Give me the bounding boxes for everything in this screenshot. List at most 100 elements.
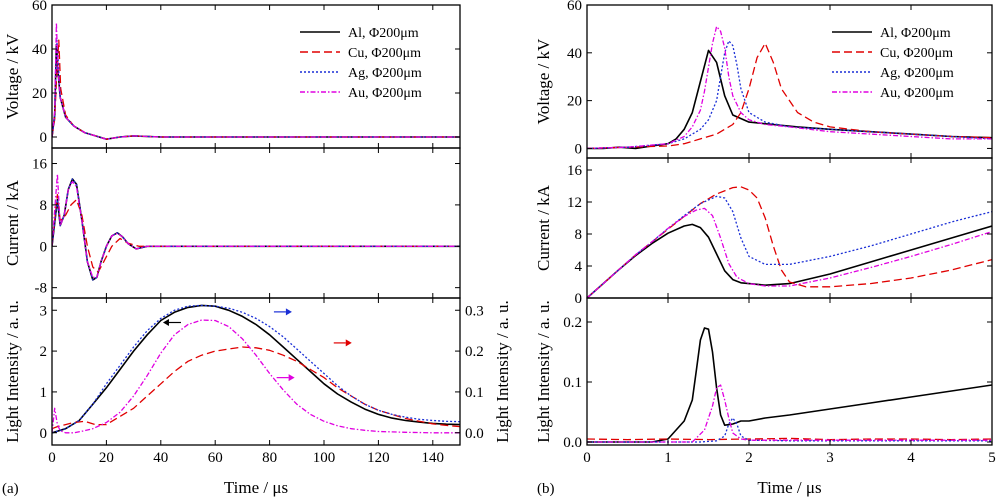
y-tick-label: 20: [567, 94, 582, 110]
series-line-al: [52, 304, 460, 434]
y-tick-label: 0: [575, 291, 583, 307]
x-tick-label: 0: [48, 450, 56, 466]
y-tick-label: 8: [575, 227, 583, 243]
series-line-au: [52, 21, 460, 140]
series-group: [52, 304, 460, 434]
series-line-ag: [52, 304, 460, 434]
y-axis-label: Voltage / kV: [3, 33, 22, 119]
subplot-b-2: 0.0 0.1 0.2 Light Intensity / a. u. 0 1 2 3 4 5: [534, 297, 996, 466]
series-line-cu: [587, 186, 992, 298]
subplot-a-2: 0 1 2 3 0.0 0.1 0.2 0.3 Light Intensity / a. u. L…: [3, 297, 512, 466]
y-tick-label: -8: [35, 281, 48, 297]
series-line-au: [52, 319, 460, 434]
legend-label-cu: Cu, Φ200μm: [880, 46, 953, 61]
x-tick-label: 5: [988, 450, 996, 466]
x-axis-label: Time / μs: [224, 478, 288, 497]
series-line-au: [52, 173, 460, 278]
y-tick-label: 3: [40, 303, 48, 319]
y-tick-label: 0: [40, 426, 48, 442]
legend-label-au: Au, Φ200μm: [348, 86, 422, 101]
plot-frame: [51, 147, 461, 299]
y-right-tick-label: 0.0: [465, 426, 484, 442]
series-line-au: [587, 25, 992, 150]
y-axis-label: Light Intensity / a. u.: [3, 300, 22, 443]
y-axis-label: Current / kA: [3, 179, 22, 266]
y-tick-label: 60: [32, 0, 47, 14]
series-group: [52, 173, 460, 281]
subplot-a-1: -8 0 8 16 Current / kA: [3, 147, 461, 299]
series-line-al: [587, 223, 992, 298]
y-tick-label: 16: [567, 163, 583, 179]
y-tick-label: 4: [575, 259, 583, 275]
x-tick-label: 100: [313, 450, 336, 466]
legend-label-al: Al, Φ200μm: [348, 26, 419, 41]
x-axis-label: Time / μs: [757, 478, 821, 497]
y-axis-label: Voltage / kV: [534, 38, 553, 124]
y-tick-label: 12: [567, 195, 582, 211]
x-tick-label: 3: [826, 450, 834, 466]
series-group: [52, 21, 460, 140]
x-tick-label: 40: [153, 450, 168, 466]
y-right-tick-label: 0.3: [465, 303, 484, 319]
y-tick-label: 60: [567, 0, 582, 14]
legend-label-ag: Ag, Φ200μm: [880, 66, 954, 81]
x-tick-label: 1: [664, 450, 672, 466]
subplot-a-0: 0 20 40 60 Voltage / kV Al, Φ200μm Cu, Φ200μm A…: [3, 0, 461, 149]
series-group: [587, 327, 992, 443]
legend-label-al: Al, Φ200μm: [880, 26, 951, 41]
legend: Al, Φ200μm Cu, Φ200μm Ag, Φ200μm Au, Φ200μm: [832, 26, 954, 101]
y-axis-label: Light Intensity / a. u.: [534, 300, 553, 443]
arrow-head-al: [162, 319, 169, 326]
series-group: [587, 25, 992, 150]
y-tick-label: 0: [575, 141, 583, 157]
x-tick-label: 120: [367, 450, 390, 466]
subplot-b-1: 0 4 8 12 16 Current / kA: [534, 157, 993, 307]
x-tick-label: 20: [99, 450, 114, 466]
series-line-al: [587, 49, 992, 150]
y-tick-label: 1: [40, 385, 48, 401]
y-tick-label: 0: [40, 239, 48, 255]
legend-label-ag: Ag, Φ200μm: [348, 66, 422, 81]
series-line-cu: [587, 437, 992, 441]
y-tick-label: 20: [32, 86, 47, 102]
panel-label-a: (a): [2, 481, 19, 497]
series-line-au: [587, 207, 992, 298]
plot-frame: [51, 297, 461, 446]
legend-label-cu: Cu, Φ200μm: [348, 46, 421, 61]
x-tick-label: 4: [907, 450, 915, 466]
series-group: [587, 186, 992, 298]
series-line-al: [587, 327, 992, 443]
arrow-head-ag: [285, 308, 292, 316]
legend-label-au: Au, Φ200μm: [880, 86, 954, 101]
y-tick-label: 0: [40, 130, 48, 146]
series-line-al: [52, 178, 460, 281]
y-tick-label: 8: [40, 198, 48, 214]
series-line-ag: [587, 40, 992, 150]
y-tick-label: 0.1: [563, 375, 582, 391]
arrow-head-au: [288, 374, 295, 382]
plot-frame: [586, 297, 993, 446]
y-axis-label: Current / kA: [534, 184, 553, 271]
series-line-ag: [587, 417, 992, 443]
y-right-tick-label: 0.2: [465, 344, 484, 360]
series-line-ag: [587, 195, 992, 298]
series-line-cu: [52, 193, 460, 273]
x-tick-label: 60: [208, 450, 223, 466]
x-tick-label: 0: [583, 450, 591, 466]
y-tick-label: 2: [40, 344, 48, 360]
series-line-au: [587, 384, 992, 443]
y-tick-label: 40: [32, 42, 47, 58]
x-tick-label: 2: [745, 450, 753, 466]
x-tick-label: 80: [262, 450, 277, 466]
y-right-axis-label: Light Intensity / a. u.: [493, 300, 512, 443]
arrow-head-cu: [345, 339, 352, 347]
y-right-tick-label: 0.1: [465, 385, 484, 401]
panel-label-b: (b): [537, 481, 555, 497]
x-tick-label: 140: [422, 450, 445, 466]
y-tick-label: 0.2: [563, 315, 582, 331]
y-tick-label: 40: [567, 46, 582, 62]
